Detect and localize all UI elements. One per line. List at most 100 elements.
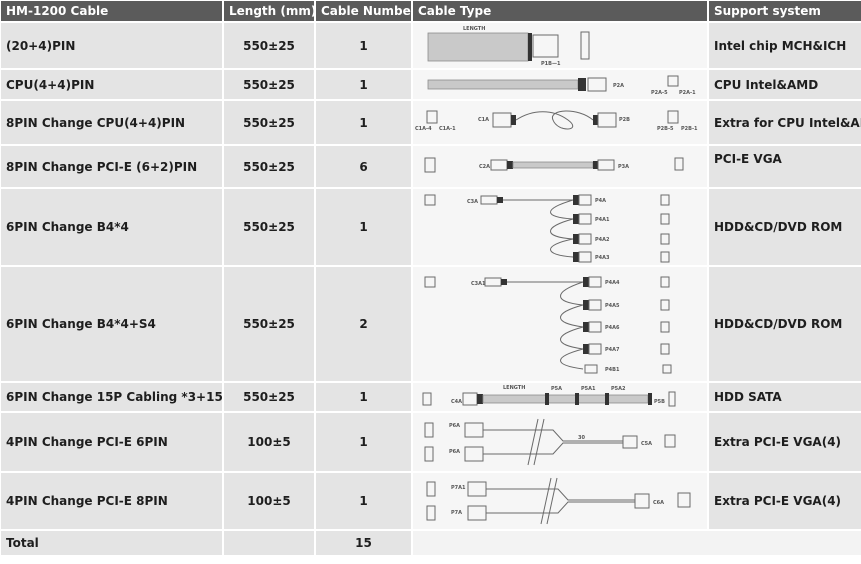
diagram-label: P4A2	[595, 237, 610, 243]
cable-length: 100±5	[224, 473, 314, 529]
support-system: HDD SATA	[709, 383, 861, 411]
cable-name: 4PIN Change PCI-E 8PIN	[1, 473, 222, 529]
table-row: 8PIN Change CPU(4+4)PIN 550±25 1 C1A-4 C…	[1, 101, 861, 144]
diagram-label: P5A2	[611, 386, 626, 392]
diagram-label: C3A	[467, 199, 478, 205]
cable-number: 1	[316, 101, 411, 144]
header-cable-number: Cable Number	[316, 1, 411, 21]
cable-name: 8PIN Change CPU(4+4)PIN	[1, 101, 222, 144]
molex-to-pcie6-adapter-icon: P6A P6A 30 C5A	[413, 413, 707, 471]
table-row: 4PIN Change PCI-E 6PIN 100±5 1 P6A P6A 3…	[1, 413, 861, 471]
cable-number: 1	[316, 70, 411, 99]
diagram-label: P4A6	[605, 325, 620, 331]
header-cable-type: Cable Type	[413, 1, 707, 21]
diagram-label: P4B1	[605, 367, 620, 373]
total-value: 15	[316, 531, 411, 555]
header-length: Length (mm)	[224, 1, 314, 21]
table-row: 6PIN Change B4*4 550±25 1 C3A P4A	[1, 189, 861, 265]
total-row: Total 15	[1, 531, 861, 555]
diagram-label: P7A1	[451, 485, 466, 491]
cable-length: 550±25	[224, 146, 314, 187]
diagram-label: P2A-5	[651, 90, 668, 96]
cable-length: 550±25	[224, 70, 314, 99]
total-empty-cell	[224, 531, 314, 555]
cable-number: 1	[316, 473, 411, 529]
atx-24pin-cable-icon: LENGTH P1B—1	[413, 23, 707, 68]
cable-number: 2	[316, 267, 411, 381]
diagram-label: C6A	[653, 500, 664, 506]
cable-number: 1	[316, 189, 411, 265]
support-system: PCI-E VGA	[709, 146, 861, 187]
diagram-label: C5A	[641, 441, 652, 447]
cable-number: 1	[316, 413, 411, 471]
cable-name: 6PIN Change 15P Cabling *3+15P	[1, 383, 222, 411]
cable-name: CPU(4+4)PIN	[1, 70, 222, 99]
molex-4x-floppy-cable-icon: C3A1 P4A4 P4A5 P4A6 P4A7 P4B1	[413, 267, 707, 381]
support-system: CPU Intel&AMD	[709, 70, 861, 99]
support-system: Extra PCI-E VGA(4)	[709, 473, 861, 529]
diagram-label: P4A5	[605, 303, 620, 309]
cable-length: 550±25	[224, 23, 314, 68]
support-system: HDD&CD/DVD ROM	[709, 267, 861, 381]
diagram-label: P2B-5	[657, 126, 674, 132]
diagram-label: P2B-1	[681, 126, 698, 132]
cable-number: 1	[316, 383, 411, 411]
table-row: (20+4)PIN 550±25 1 LENGTH P1B—1 Intel ch…	[1, 23, 861, 68]
diagram-label: C1A-1	[439, 126, 456, 132]
diagram-label: C2A	[479, 164, 490, 170]
diagram-label: LENGTH	[503, 385, 525, 391]
diagram-label: P4A7	[605, 347, 620, 353]
cable-length: 550±25	[224, 189, 314, 265]
table-row: 6PIN Change 15P Cabling *3+15P 550±25 1 …	[1, 383, 861, 411]
diagram-label: P4A3	[595, 255, 610, 261]
pcie-cable-icon: C2A P3A	[413, 146, 707, 187]
cable-name: 8PIN Change PCI-E (6+2)PIN	[1, 146, 222, 187]
cable-name: 6PIN Change B4*4	[1, 189, 222, 265]
total-label: Total	[1, 531, 222, 555]
total-empty-cell	[413, 531, 861, 555]
diagram-label: P1B—1	[541, 61, 561, 67]
header-support-system: Support system	[709, 1, 861, 21]
diagram-label: P3A	[618, 164, 629, 170]
molex-4x-cable-icon: C3A P4A P4A1 P4A2 P4A3	[413, 189, 707, 265]
diagram-label: P2A-1	[679, 90, 696, 96]
molex-connectors	[573, 194, 592, 263]
diagram-label: P5A	[551, 386, 562, 392]
cable-length: 550±25	[224, 267, 314, 381]
table-row: CPU(4+4)PIN 550±25 1 P2A P2A-5 P2A-1 CPU…	[1, 70, 861, 99]
cable-length: 100±5	[224, 413, 314, 471]
diagram-label: C3A1	[471, 281, 486, 287]
cable-number: 6	[316, 146, 411, 187]
diagram-label: P6A	[449, 423, 460, 429]
support-system: Extra PCI-E VGA(4)	[709, 413, 861, 471]
diagram-label: P6A	[449, 449, 460, 455]
diagram-label: C4A	[451, 399, 462, 405]
diagram-label: C1A-4	[415, 126, 432, 132]
diagram-label: P2A	[613, 83, 624, 89]
cable-name: (20+4)PIN	[1, 23, 222, 68]
svg-text:30: 30	[578, 435, 585, 441]
cable-number: 1	[316, 23, 411, 68]
diagram-label: C1A	[478, 117, 489, 123]
table-row: 8PIN Change PCI-E (6+2)PIN 550±25 6 C2A …	[1, 146, 861, 187]
diagram-label: P5B	[654, 399, 665, 405]
cable-name: 6PIN Change B4*4+S4	[1, 267, 222, 381]
diagram-label: P4A4	[605, 280, 620, 286]
sata-cable-icon: LENGTH C4A P5A P5A1 P5A2 P5B	[413, 383, 707, 411]
cable-name: 4PIN Change PCI-E 6PIN	[1, 413, 222, 471]
table-row: 6PIN Change B4*4+S4 550±25 2 C3A1 P4A4 P…	[1, 267, 861, 381]
diagram-label: P2B	[619, 117, 630, 123]
cable-length: 550±25	[224, 383, 314, 411]
cpu-8pin-cable-icon: P2A P2A-5 P2A-1	[413, 70, 707, 99]
support-system: HDD&CD/DVD ROM	[709, 189, 861, 265]
cpu-extension-cable-icon: C1A-4 C1A-1 C1A P2B P2B-5 P2B-1	[413, 101, 707, 144]
table-row: 4PIN Change PCI-E 8PIN 100±5 1 P7A1 P7A …	[1, 473, 861, 529]
diagram-label: P5A1	[581, 386, 596, 392]
diagram-label: LENGTH	[463, 26, 485, 32]
support-system: Extra for CPU Intel&AMD	[709, 101, 861, 144]
header-cable: HM-1200 Cable	[1, 1, 222, 21]
header-row: HM-1200 Cable Length (mm) Cable Number C…	[1, 1, 861, 21]
support-system: Intel chip MCH&ICH	[709, 23, 861, 68]
diagram-label: P4A	[595, 198, 606, 204]
